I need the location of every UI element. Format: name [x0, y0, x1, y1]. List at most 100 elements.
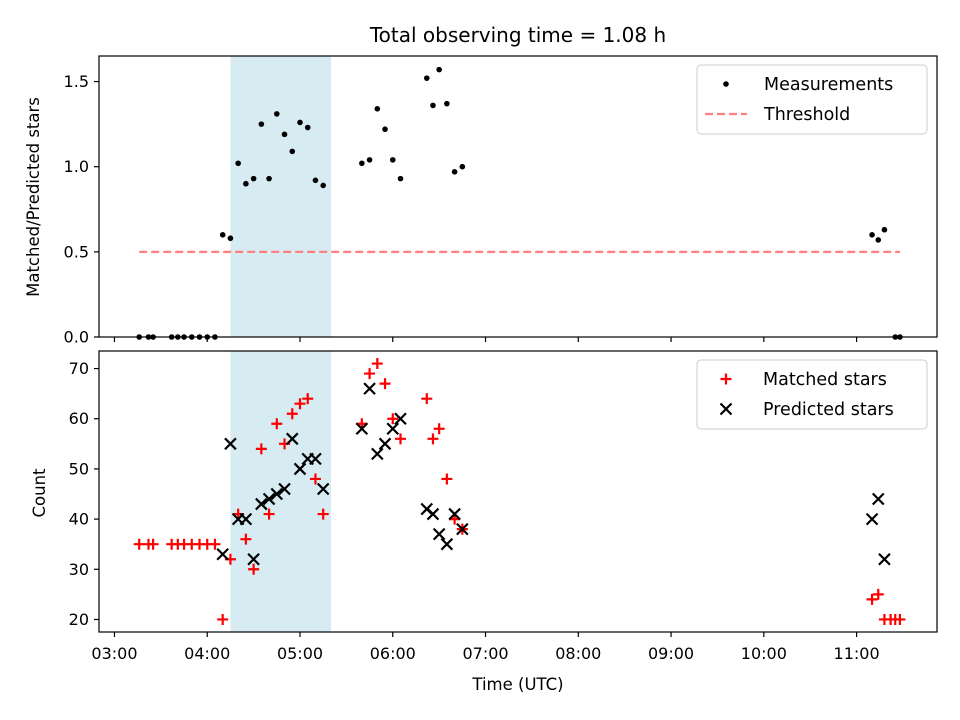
data-point — [248, 563, 260, 575]
y-tick-label: 1.0 — [64, 157, 89, 176]
legend-marker — [719, 402, 733, 416]
data-point — [285, 432, 299, 446]
legend-label: Matched stars — [763, 370, 887, 390]
data-point — [312, 177, 319, 184]
data-point — [239, 512, 253, 526]
data-point — [320, 182, 326, 189]
data-point — [871, 492, 885, 506]
legend: Measurements Threshold — [696, 64, 928, 135]
y-tick-label: 60 — [69, 409, 89, 428]
data-point — [274, 111, 280, 117]
data-point — [286, 408, 298, 420]
panel-2: 20 30 40 50 60 70 03:00 04:00 05:00 06:00 07:00 08:… — [69, 350, 938, 663]
data-point — [271, 418, 283, 430]
data-point — [247, 552, 260, 566]
data-point — [456, 522, 469, 536]
y-tick-label: 30 — [69, 560, 89, 579]
top-panel-y-axis-label: Matched/Predicted stars — [24, 97, 43, 297]
data-point — [359, 160, 365, 167]
legend-box — [696, 64, 928, 135]
data-point — [304, 124, 311, 131]
data-point — [894, 613, 906, 625]
data-point — [224, 437, 237, 451]
data-point — [866, 593, 878, 605]
data-point — [423, 75, 430, 81]
x-tick-label: 08:00 — [555, 644, 601, 663]
data-point — [262, 492, 276, 506]
data-point — [875, 237, 882, 243]
data-point — [386, 422, 400, 436]
data-point — [441, 473, 453, 485]
data-point — [389, 157, 396, 163]
data-point — [397, 175, 404, 182]
data-point — [317, 508, 329, 520]
legend-label: Predicted stars — [763, 400, 894, 420]
y-tick-label: 50 — [69, 459, 89, 478]
data-point — [459, 163, 466, 170]
x-tick-label: 10:00 — [741, 644, 787, 663]
data-point — [426, 507, 440, 521]
bottom-panel-y-axis-label: Count — [30, 468, 49, 518]
legend-label: Threshold — [763, 105, 850, 125]
data-point — [374, 105, 381, 112]
series-predicted-stars — [216, 382, 891, 566]
plot-frame — [98, 55, 938, 338]
y-tick-label: 1.5 — [64, 72, 89, 91]
data-point — [133, 538, 145, 550]
data-point — [371, 358, 383, 370]
data-point — [451, 169, 458, 175]
data-point — [217, 613, 229, 625]
data-point — [379, 378, 391, 390]
data-point — [364, 368, 376, 380]
data-point — [355, 422, 369, 436]
data-point — [430, 102, 436, 109]
highlight-span — [230, 56, 331, 337]
data-point — [448, 507, 461, 521]
data-point — [294, 398, 306, 410]
data-point — [263, 508, 275, 520]
data-point — [366, 157, 373, 163]
x-tick-label: 07:00 — [462, 644, 508, 663]
data-point — [316, 482, 330, 496]
data-point — [209, 538, 221, 550]
x-axis-label: Time (UTC) — [471, 675, 563, 694]
data-point — [258, 121, 265, 127]
data-point — [219, 232, 226, 238]
legend-label: Measurements — [764, 75, 893, 95]
x-tick-label: 11:00 — [834, 644, 880, 663]
data-point — [421, 393, 433, 405]
data-point — [235, 160, 241, 167]
data-point — [363, 382, 376, 395]
legend-box — [696, 359, 928, 430]
data-point — [432, 527, 446, 541]
data-point — [243, 180, 249, 187]
data-point — [289, 148, 296, 155]
legend-marker — [720, 373, 732, 385]
x-tick-label: 05:00 — [277, 644, 323, 663]
legend: Matched stars Predicted stars — [696, 359, 928, 430]
data-point — [865, 512, 879, 526]
data-point — [255, 443, 267, 455]
data-point — [881, 226, 888, 233]
data-point — [297, 119, 303, 126]
x-tick-label: 04:00 — [184, 644, 230, 663]
data-point — [869, 232, 875, 238]
data-point — [309, 452, 322, 466]
y-tick-label: 0.5 — [64, 242, 89, 261]
data-point — [250, 175, 257, 182]
data-point — [309, 473, 321, 485]
data-point — [378, 437, 392, 451]
data-point — [278, 482, 291, 496]
data-point — [147, 538, 159, 550]
data-point — [255, 497, 268, 511]
y-tick-label: 20 — [69, 610, 89, 629]
chart-title: Total observing time = 1.08 h — [369, 23, 666, 47]
data-point — [382, 126, 388, 133]
data-point — [371, 447, 384, 461]
data-point — [387, 413, 399, 425]
y-tick-label: 70 — [69, 359, 89, 378]
data-point — [436, 66, 442, 73]
data-point — [440, 537, 454, 551]
data-point — [227, 235, 234, 242]
